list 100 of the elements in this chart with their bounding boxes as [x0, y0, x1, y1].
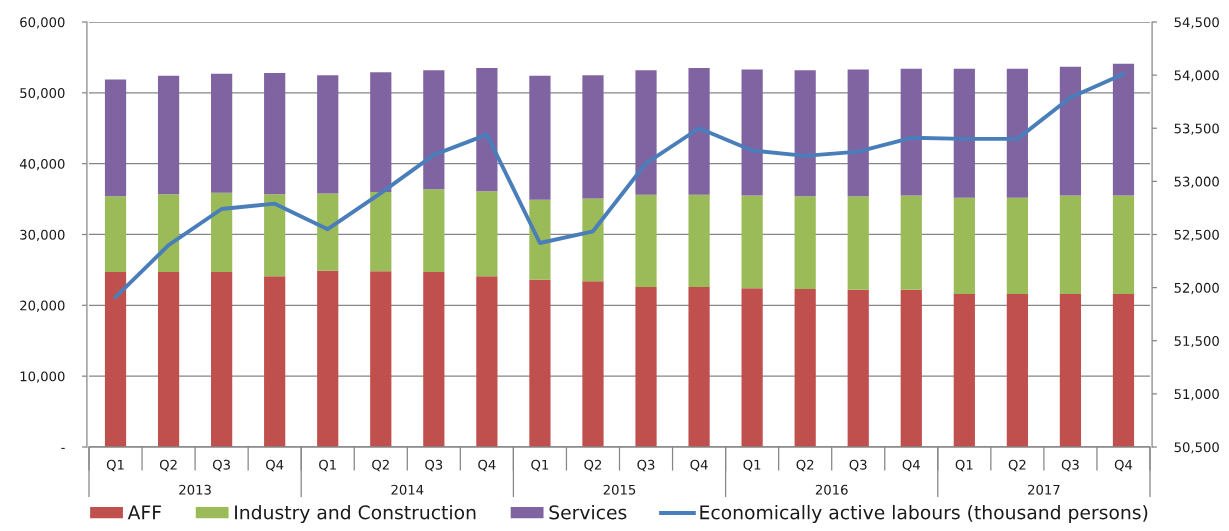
text: 2013 — [179, 484, 211, 495]
bar — [423, 189, 445, 273]
x-tick-label: Q2 — [796, 459, 814, 472]
bar — [1059, 66, 1082, 196]
bar — [688, 68, 710, 195]
x-tick-label: Q3 — [425, 459, 443, 472]
legend-label: Economically active labours (thousand persons) — [700, 504, 1148, 524]
bar — [104, 79, 127, 197]
bar — [211, 272, 233, 447]
x-tick-label: Q2 — [1008, 459, 1026, 472]
bar — [317, 75, 339, 194]
y2-tick-label: 53,000 — [1174, 176, 1219, 188]
x-tick-label: Q4 — [266, 459, 284, 472]
bar — [635, 194, 657, 287]
bar — [370, 72, 392, 192]
bar — [529, 279, 551, 447]
y2-tick-label: 50,500 — [1174, 442, 1219, 454]
y-tick-label: 50,000 — [20, 88, 65, 100]
bar — [1112, 195, 1135, 294]
bar — [953, 294, 975, 447]
bar — [317, 193, 339, 271]
line-series — [113, 72, 1126, 300]
x-tick-label: Q3 — [637, 459, 655, 472]
y2-tick-label: 51,000 — [1174, 389, 1219, 401]
bar — [104, 272, 127, 447]
text: 2016 — [815, 484, 848, 495]
bar — [264, 194, 286, 277]
bar — [847, 289, 869, 447]
bar — [794, 196, 816, 290]
bar — [847, 69, 869, 197]
x-tick-label: Q1 — [319, 459, 336, 472]
bar — [1006, 68, 1028, 198]
bar — [688, 194, 710, 287]
bar — [1059, 195, 1082, 294]
y2-tick-label: 54,000 — [1174, 70, 1219, 82]
bar — [264, 276, 286, 447]
bar — [741, 195, 763, 289]
bar — [370, 192, 392, 272]
x-tick-label: Q3 — [212, 459, 230, 472]
bar — [741, 69, 763, 196]
bar — [264, 73, 286, 195]
bar — [900, 195, 922, 290]
y-tick-label: 20,000 — [20, 300, 65, 312]
bar — [1112, 294, 1135, 447]
bar — [635, 286, 657, 447]
x-tick-label: Q4 — [902, 459, 920, 472]
bar — [582, 75, 604, 199]
bar — [157, 194, 180, 273]
y-tick-label: - — [61, 447, 65, 449]
legend-label: AFF — [127, 505, 161, 520]
bar — [370, 271, 392, 447]
x-tick-label: Q4 — [478, 459, 496, 472]
bar — [688, 286, 710, 447]
x-tick-label: Q1 — [955, 459, 973, 472]
bar — [423, 70, 445, 190]
x-tick-label: Q1 — [531, 459, 549, 472]
x-tick-label: Q2 — [372, 459, 389, 472]
bar — [1006, 294, 1028, 447]
bar — [476, 191, 498, 277]
bar — [582, 198, 604, 282]
y2-tick-label: 51,500 — [1174, 335, 1219, 348]
bar — [104, 196, 127, 273]
y-tick-label: 30,000 — [20, 229, 65, 242]
bar — [1059, 294, 1082, 447]
bar — [741, 288, 763, 447]
y-tick-label: 10,000 — [20, 371, 65, 383]
x-tick-label: Q3 — [1061, 459, 1079, 472]
y2-tick-label: 54,500 — [1174, 17, 1219, 29]
legend-label: Services — [549, 504, 627, 520]
y2-tick-label: 52,500 — [1174, 229, 1219, 242]
y2-tick-label: 52,000 — [1174, 282, 1219, 295]
bar — [635, 70, 657, 195]
x-tick-label: Q4 — [690, 459, 708, 472]
bar — [211, 73, 233, 193]
bar — [953, 197, 975, 294]
text: 2014 — [391, 484, 424, 495]
bar — [953, 68, 975, 198]
bar — [900, 68, 922, 196]
bar — [317, 270, 339, 447]
text: 2015 — [603, 484, 636, 495]
x-tick-label: Q4 — [1114, 459, 1133, 472]
bar — [1112, 63, 1135, 196]
x-tick-label: Q2 — [584, 459, 602, 472]
bar — [794, 70, 816, 197]
bar — [1006, 197, 1028, 294]
bar — [582, 281, 604, 447]
bar — [900, 289, 922, 447]
bar — [529, 199, 551, 280]
y-tick-label: 40,000 — [19, 158, 65, 171]
text: 2017 — [1028, 484, 1060, 495]
bar — [847, 196, 869, 290]
bar — [794, 289, 816, 447]
bar — [211, 192, 233, 273]
x-tick-label: Q3 — [849, 459, 867, 472]
y-tick-label: 60,000 — [20, 17, 65, 29]
bar — [157, 272, 180, 447]
bar — [423, 272, 445, 447]
x-tick-label: Q1 — [106, 459, 124, 472]
bar — [529, 75, 551, 200]
bar — [476, 68, 498, 192]
